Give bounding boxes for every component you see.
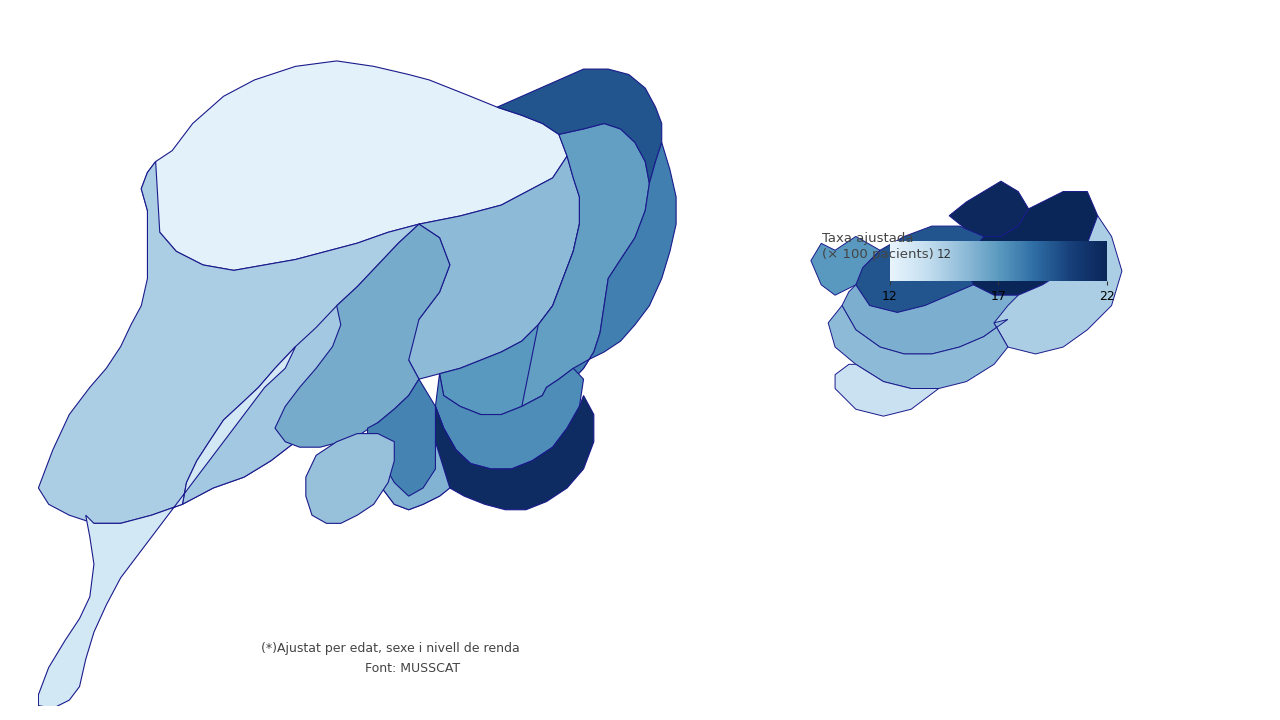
Polygon shape: [966, 192, 1098, 295]
Polygon shape: [435, 395, 594, 510]
Polygon shape: [522, 123, 649, 406]
Polygon shape: [828, 305, 1007, 389]
Polygon shape: [995, 216, 1121, 354]
Polygon shape: [856, 226, 983, 312]
Polygon shape: [950, 181, 1029, 236]
Polygon shape: [439, 224, 608, 415]
Polygon shape: [543, 143, 676, 395]
Polygon shape: [275, 224, 449, 447]
Polygon shape: [182, 224, 449, 504]
Polygon shape: [367, 379, 471, 510]
Polygon shape: [306, 433, 394, 523]
Polygon shape: [38, 161, 449, 523]
Polygon shape: [812, 236, 881, 295]
Polygon shape: [497, 69, 662, 184]
Polygon shape: [38, 346, 296, 708]
Text: 12: 12: [937, 248, 952, 261]
Polygon shape: [842, 285, 1019, 354]
Text: (× 100 pacients): (× 100 pacients): [822, 248, 933, 261]
Polygon shape: [141, 61, 567, 271]
Polygon shape: [367, 442, 449, 510]
Text: (*)Ajustat per edat, sexe i nivell de renda: (*)Ajustat per edat, sexe i nivell de re…: [261, 642, 520, 655]
Polygon shape: [835, 364, 938, 416]
Text: Font: MUSSCAT: Font: MUSSCAT: [365, 662, 460, 675]
Polygon shape: [435, 369, 584, 469]
Text: Taxa ajustada: Taxa ajustada: [822, 232, 913, 245]
Polygon shape: [398, 156, 580, 379]
